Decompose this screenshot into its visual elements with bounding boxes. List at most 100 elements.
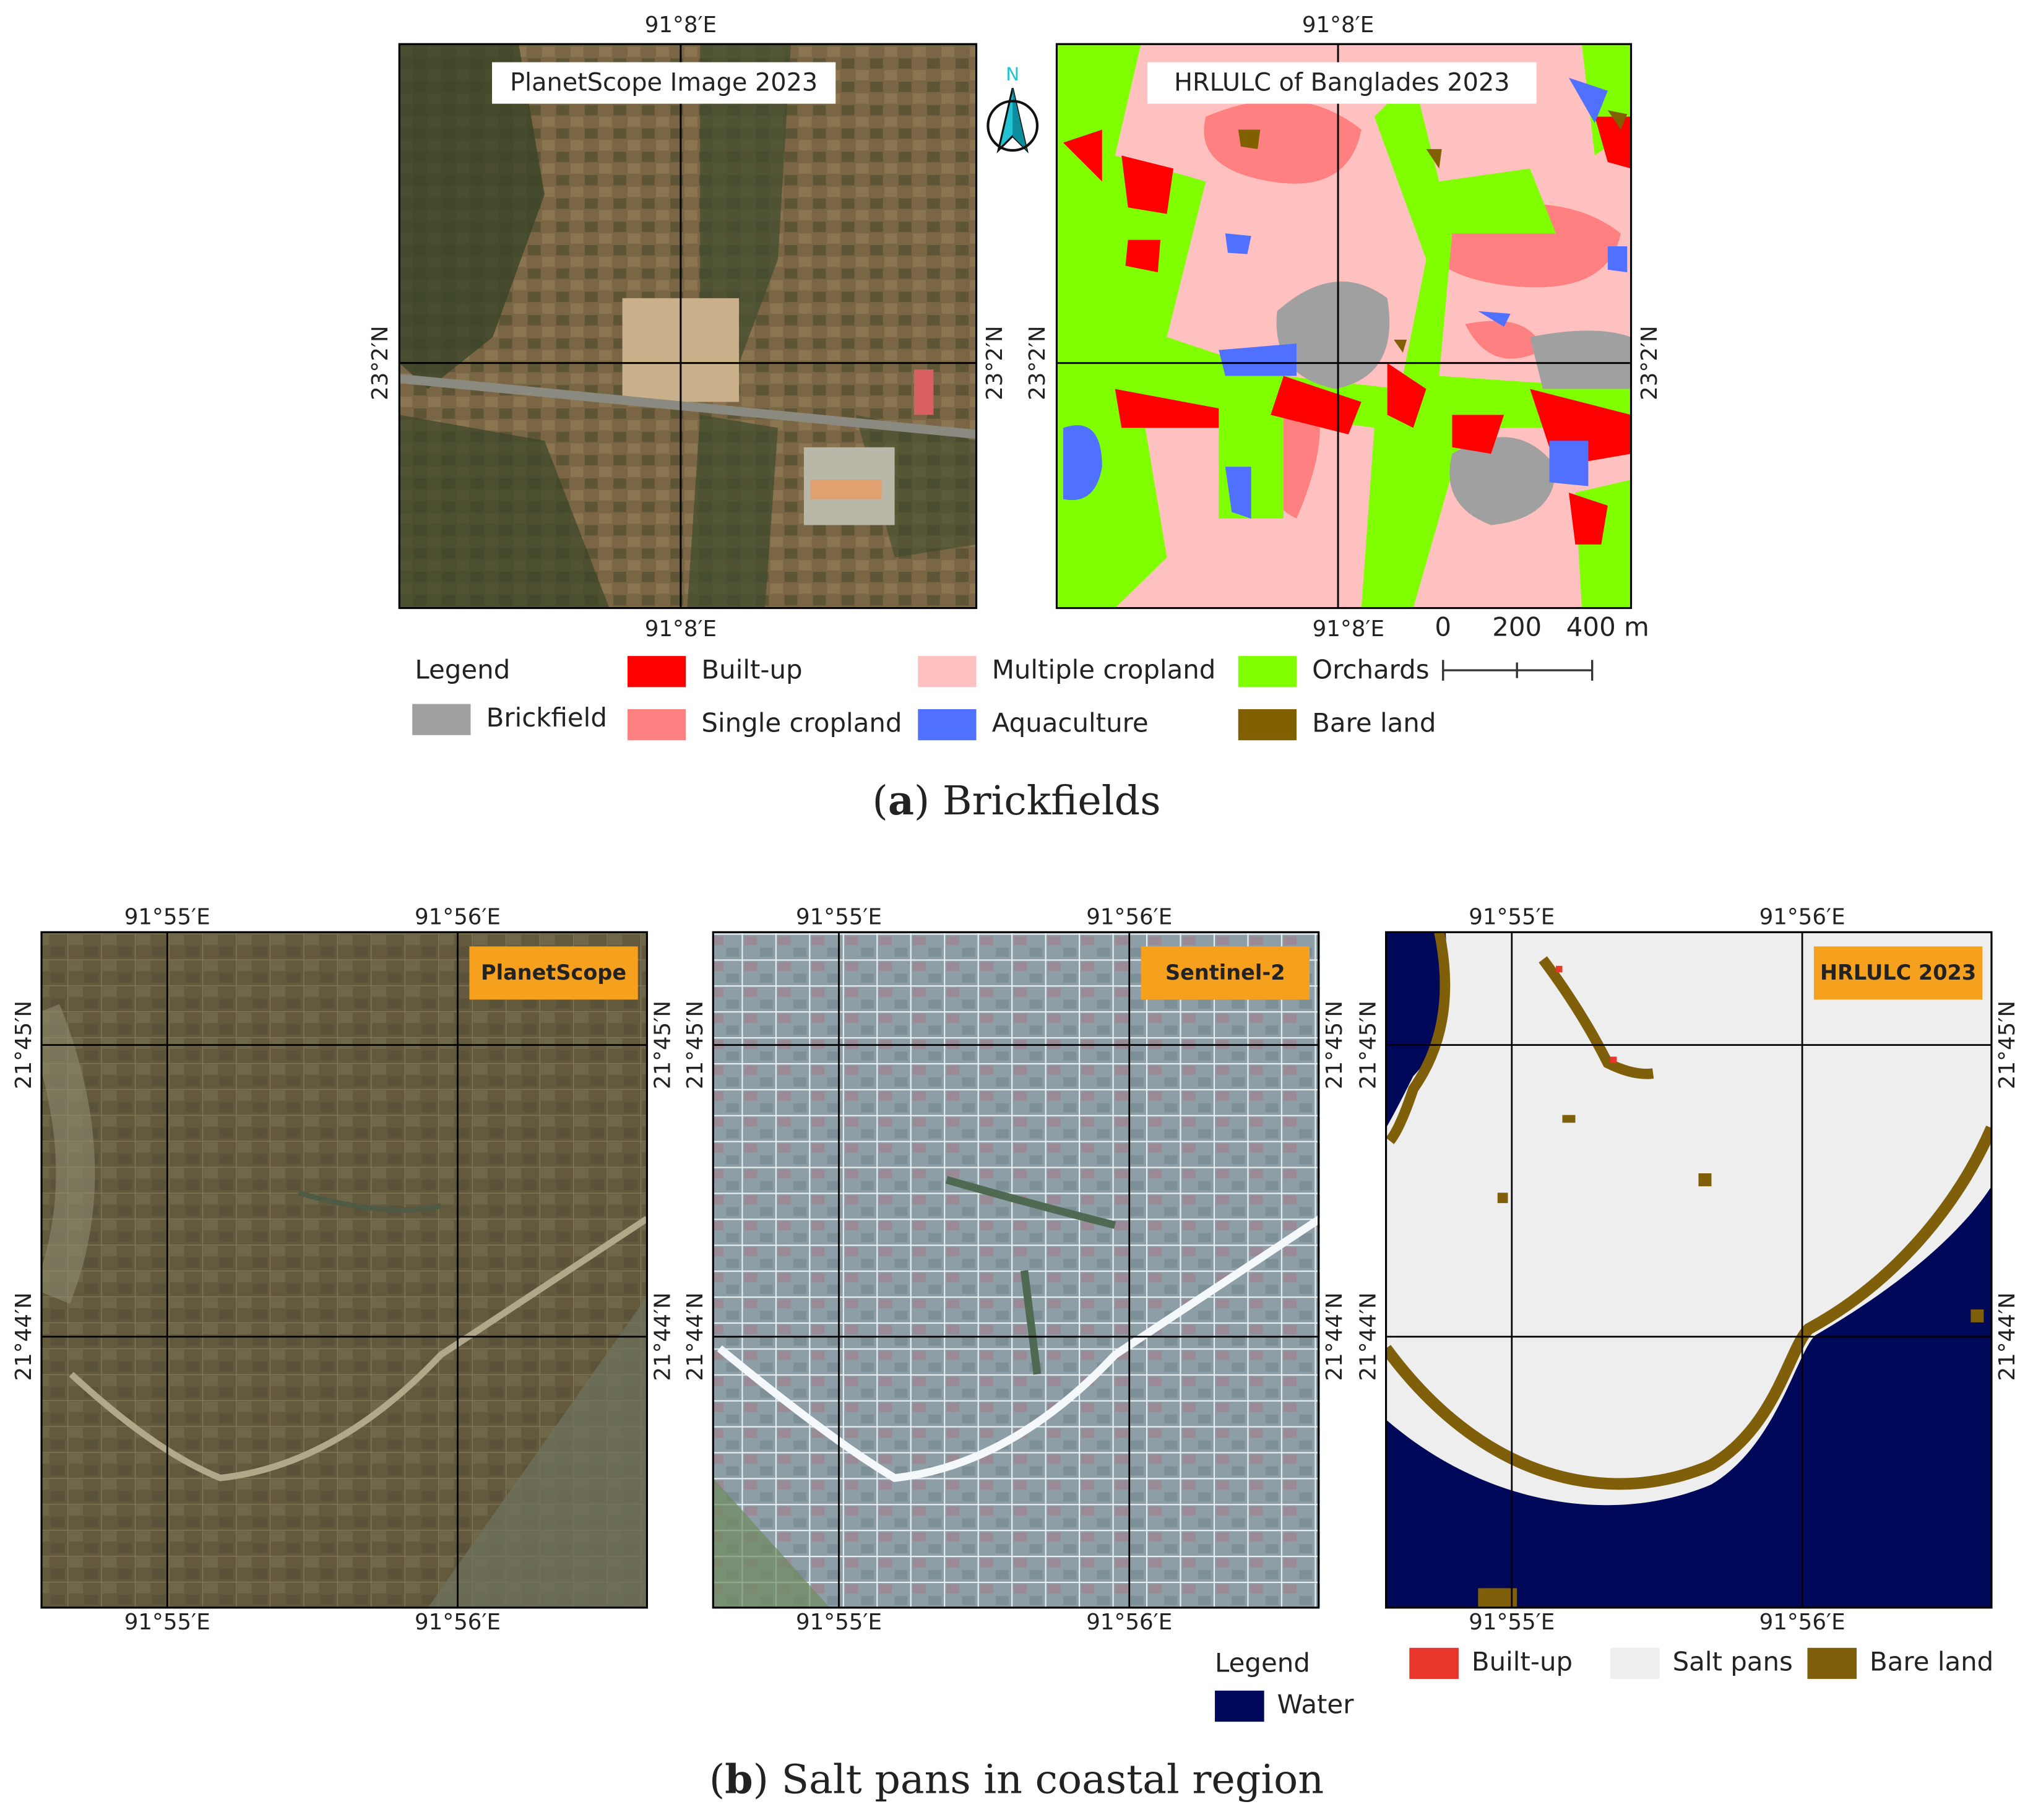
map-shape bbox=[1386, 1186, 1992, 1608]
map-shape bbox=[1386, 1125, 1992, 1490]
legend-label: Aquaculture bbox=[992, 708, 1149, 738]
map-badge: Sentinel-2 bbox=[1165, 960, 1285, 985]
coord-label: 91°56′E bbox=[1759, 904, 1845, 929]
legend-label: Multiple cropland bbox=[992, 655, 1216, 685]
satellite-image bbox=[713, 932, 1320, 1608]
coord-label: 91°8′E bbox=[645, 616, 717, 642]
legend-label: Brickfield bbox=[486, 702, 607, 733]
legend-swatch bbox=[1215, 1690, 1264, 1722]
north-label: N bbox=[1006, 64, 1019, 85]
coord-label: 21°44′N bbox=[683, 1292, 708, 1381]
coord-label: 91°55′E bbox=[124, 1610, 210, 1635]
legend-label: Orchards bbox=[1312, 655, 1429, 685]
coord-label: 91°56′E bbox=[1759, 1610, 1845, 1635]
grid-line bbox=[399, 44, 977, 608]
coord-label: 21°45′N bbox=[650, 1001, 676, 1089]
legend-label: Built-up bbox=[1472, 1646, 1573, 1676]
map-shape bbox=[399, 44, 545, 389]
legend-title: Legend bbox=[1215, 1648, 1310, 1678]
grid-line bbox=[1056, 44, 1631, 608]
map-shape bbox=[1238, 110, 1628, 353]
legend-swatch bbox=[1238, 709, 1297, 741]
coord-label: 91°56′E bbox=[415, 904, 501, 929]
title-box bbox=[1147, 62, 1537, 104]
satellite-image bbox=[41, 932, 647, 1608]
legend-swatch bbox=[1409, 1647, 1459, 1680]
map-shape bbox=[986, 100, 1039, 152]
legend-swatch bbox=[627, 656, 686, 688]
coord-label: 21°45′N bbox=[1355, 1001, 1381, 1089]
coord-label: 91°56′E bbox=[415, 1610, 501, 1635]
labels: PlanetScope Image 2023 91°8′E 91°8′E 23°2′N… bbox=[11, 12, 2020, 1803]
coord-label: 23°2′N bbox=[982, 326, 1008, 400]
map-shape bbox=[1575, 44, 1631, 608]
map-frame bbox=[398, 43, 978, 610]
north-arrow bbox=[986, 88, 1039, 153]
scale-bar bbox=[1442, 660, 1594, 681]
legend-swatch bbox=[1807, 1647, 1857, 1680]
map-shape bbox=[713, 1478, 830, 1608]
caption: (b) Salt pans in coastal region bbox=[709, 1756, 1324, 1803]
coord-label: 21°44′N bbox=[11, 1292, 37, 1381]
coord-label: 23°2′N bbox=[368, 326, 393, 400]
map-shape bbox=[69, 1215, 647, 1481]
classification-map bbox=[1386, 932, 1992, 1608]
map-shape bbox=[1276, 281, 1631, 525]
legend-label: Bare land bbox=[1312, 708, 1436, 738]
legend-label: Single cropland bbox=[701, 708, 902, 738]
coord-label: 21°44′N bbox=[650, 1292, 676, 1381]
coord-label: 21°45′N bbox=[1322, 1001, 1347, 1089]
caption-part: a bbox=[888, 777, 914, 824]
coord-label: 91°55′E bbox=[1469, 1610, 1555, 1635]
map-shape bbox=[428, 1296, 647, 1608]
coord-label: 91°8′E bbox=[1313, 616, 1384, 642]
map-frame bbox=[40, 931, 648, 1609]
badge-box bbox=[1141, 946, 1310, 1000]
coord-label: 91°56′E bbox=[1086, 904, 1172, 929]
coord-label: 91°55′E bbox=[796, 1610, 882, 1635]
map-shape bbox=[700, 44, 791, 363]
map-shape bbox=[717, 1215, 1320, 1482]
coord-label: 23°2′N bbox=[1637, 326, 1662, 400]
coord-label: 91°8′E bbox=[1302, 12, 1374, 38]
caption-part: ) Salt pans in coastal region bbox=[753, 1757, 1324, 1803]
legend-title: Legend bbox=[415, 655, 510, 685]
map-frame bbox=[712, 931, 1320, 1609]
caption-part: ( bbox=[709, 1757, 725, 1803]
legend-swatch bbox=[412, 704, 471, 735]
map-shape bbox=[1386, 932, 1654, 1144]
map-shape bbox=[399, 374, 977, 439]
map-frame bbox=[1385, 931, 1993, 1609]
map-title: PlanetScope Image 2023 bbox=[510, 69, 818, 97]
map-shape bbox=[810, 480, 882, 499]
coord-label: 21°45′N bbox=[683, 1001, 708, 1089]
coord-label: 91°8′E bbox=[645, 12, 717, 38]
map-shape bbox=[399, 415, 610, 608]
coord-label: 23°2′N bbox=[1025, 326, 1050, 400]
badge-box bbox=[1813, 946, 1983, 1000]
legend-label: Bare land bbox=[1870, 1646, 1993, 1676]
map-shape bbox=[1063, 116, 1631, 545]
caption-part: ( bbox=[872, 778, 887, 824]
coord-label: 21°44′N bbox=[1355, 1292, 1381, 1381]
caption-part: b bbox=[725, 1756, 753, 1803]
coord-label: 91°55′E bbox=[1469, 904, 1555, 929]
legend-label: Built-up bbox=[701, 655, 802, 685]
coord-label: 91°55′E bbox=[796, 904, 882, 929]
coord-label: 21°44′N bbox=[1995, 1292, 2020, 1381]
legend-swatch bbox=[1610, 1647, 1660, 1680]
satellite-image bbox=[399, 44, 977, 608]
scale-label: 200 bbox=[1492, 612, 1542, 642]
map-frame bbox=[1055, 43, 1633, 610]
map-shape bbox=[713, 932, 1320, 1608]
coord-label: 91°56′E bbox=[1086, 1610, 1172, 1635]
caption: (a) Brickfields bbox=[872, 777, 1160, 824]
map-badge: PlanetScope bbox=[481, 960, 626, 985]
grid-line bbox=[1386, 932, 1992, 1608]
coord-label: 21°45′N bbox=[11, 1001, 37, 1089]
legend-swatch bbox=[1238, 656, 1297, 688]
map-shape bbox=[1056, 44, 1631, 608]
legend-label: Salt pans bbox=[1673, 1646, 1793, 1676]
map-shape bbox=[1063, 77, 1628, 519]
